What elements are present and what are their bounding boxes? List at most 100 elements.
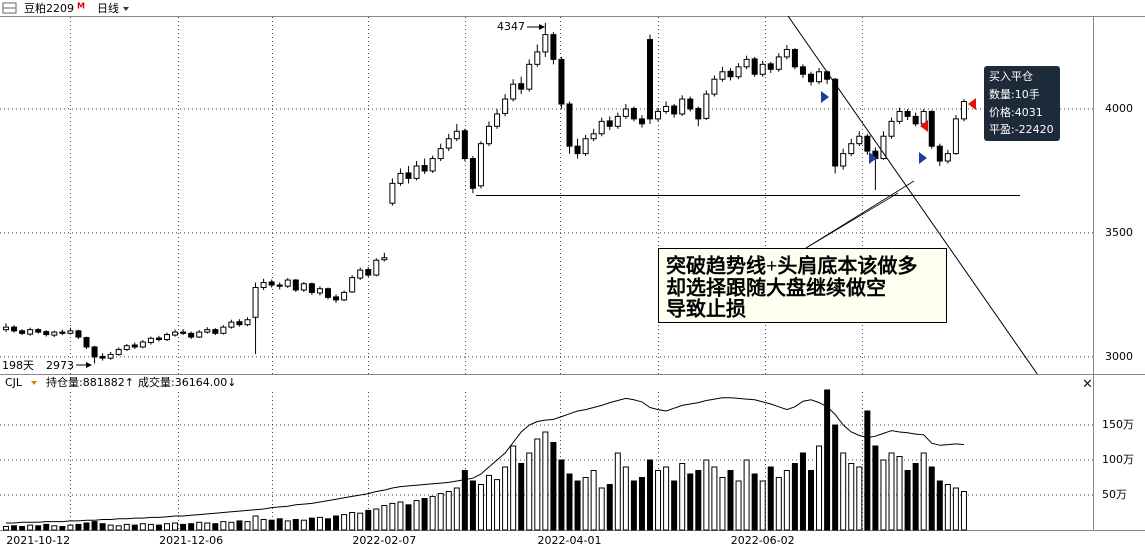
indicator-name[interactable]: CJL — [5, 376, 23, 389]
candle-body — [743, 58, 750, 68]
candle-body — [365, 269, 372, 276]
x-tick-label: 2022-06-02 — [731, 534, 795, 547]
volume-bar — [638, 477, 645, 531]
volume-bar — [759, 480, 766, 531]
volume-bar — [59, 526, 66, 531]
candle-body — [695, 107, 702, 120]
volume-bar — [832, 424, 839, 531]
volume-bar — [252, 515, 259, 531]
indicator-dropdown[interactable] — [31, 381, 37, 385]
volume-bar — [123, 523, 130, 531]
period[interactable]: 日线 — [97, 1, 119, 15]
peak-label: 4347 — [497, 20, 525, 33]
candle-body — [944, 153, 951, 162]
volume-bar — [325, 518, 331, 531]
candle-body — [687, 98, 694, 110]
candle-body — [566, 103, 573, 147]
candle-body — [83, 337, 90, 348]
candle-body — [421, 164, 428, 172]
candle-body — [244, 319, 251, 326]
candle-body — [775, 56, 782, 70]
candle-body — [880, 135, 887, 160]
candle-body — [526, 63, 533, 90]
sell-marker[interactable] — [821, 91, 829, 103]
trend-line[interactable] — [787, 16, 1040, 378]
volume-bar — [558, 459, 565, 531]
y-tick-label: 4000 — [1105, 102, 1133, 115]
badge: M — [77, 2, 85, 11]
candle-body — [429, 158, 436, 172]
candle-body — [711, 78, 718, 95]
candle-body — [268, 281, 275, 286]
volume-bar — [308, 517, 315, 531]
candle-body — [316, 288, 323, 294]
volume-bar — [566, 473, 573, 531]
volume-bar — [502, 466, 509, 531]
volume-bar — [51, 525, 58, 531]
candle-body — [220, 326, 227, 334]
volume-bar — [389, 502, 396, 531]
volume-bar — [518, 463, 525, 531]
volume-bar — [147, 523, 154, 531]
volume-bar — [365, 509, 372, 531]
volume-bar — [276, 518, 283, 531]
dropdown-arrow[interactable] — [123, 7, 129, 11]
volume-bar — [341, 514, 348, 531]
volume-bar — [405, 504, 412, 531]
tooltip-line: 平盈:-22420 — [989, 123, 1054, 136]
volume-bar — [687, 473, 694, 531]
volume-bar — [357, 512, 364, 531]
candle-body — [534, 51, 541, 65]
candle-body — [27, 329, 34, 335]
candle-body — [19, 330, 26, 334]
y-tick-label: 50万 — [1102, 488, 1127, 501]
pointer-line — [805, 192, 899, 249]
volume-bar — [864, 410, 871, 531]
candle-body — [139, 341, 146, 348]
candle-body — [550, 34, 557, 60]
volume-plot — [3, 389, 967, 531]
candle-body — [590, 133, 597, 140]
volume-bar — [107, 524, 114, 531]
buy-marker[interactable] — [920, 120, 928, 132]
volume-bar — [663, 466, 670, 531]
oi-readout: 持仓量:881882↑ — [46, 375, 134, 389]
buy-marker[interactable] — [968, 98, 976, 110]
volume-bar — [534, 438, 541, 531]
volume-bar — [647, 459, 653, 531]
volume-bar — [590, 470, 597, 531]
note-line: 突破趋势线+头肩底本该做多 — [666, 254, 917, 278]
sell-marker[interactable] — [869, 152, 877, 164]
candle-body — [300, 283, 307, 291]
volume-bar — [912, 463, 919, 531]
candle-body — [131, 344, 138, 348]
volume-bar — [936, 480, 943, 531]
volume-bar — [944, 484, 951, 531]
candle-body — [574, 145, 581, 155]
volume-bar — [155, 524, 162, 531]
volume-bar — [244, 521, 251, 531]
candle-body — [864, 135, 871, 152]
volume-bar — [115, 525, 122, 531]
volume-bar — [453, 487, 460, 531]
candle-body — [115, 348, 122, 355]
symbol[interactable]: 豆粕2209 — [24, 1, 74, 15]
volume-bar — [856, 466, 863, 531]
candle-body — [469, 158, 476, 189]
note-line: 导致止损 — [666, 297, 746, 321]
y-tick-label: 3000 — [1105, 350, 1133, 363]
candle-body — [727, 70, 734, 78]
candle-body — [759, 63, 766, 75]
volume-bar — [469, 480, 476, 531]
close-button[interactable]: × — [1082, 377, 1093, 392]
volume-bar — [373, 508, 380, 531]
candle-body — [196, 331, 203, 338]
candle-body — [373, 259, 380, 276]
peak-arrowhead — [539, 24, 545, 30]
candle-body — [349, 277, 356, 293]
volume-bar — [791, 463, 798, 531]
volume-bar — [655, 470, 662, 531]
low-days: 198天 — [2, 359, 34, 372]
sell-marker[interactable] — [919, 152, 927, 164]
